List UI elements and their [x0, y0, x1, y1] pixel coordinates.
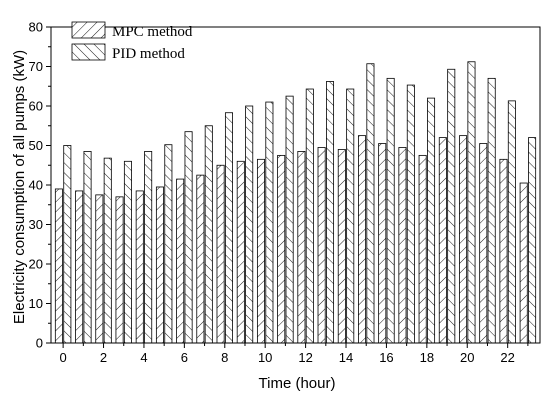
bar-pid-hour-8 [224, 112, 233, 344]
x-axis-label: Time (hour) [259, 375, 336, 392]
x-tick-label: 8 [221, 350, 228, 365]
bar-mpc-hour-9 [236, 160, 245, 344]
bar-pid-hour-20 [467, 61, 476, 344]
bar-mpc-hour-17 [398, 147, 407, 344]
bar-mpc-hour-3 [115, 196, 124, 344]
bar-pid-hour-22 [507, 100, 516, 344]
y-tick-label: 60 [29, 99, 43, 114]
x-tick-label: 16 [379, 350, 393, 365]
y-tick-label: 50 [29, 138, 43, 153]
legend: MPC method PID method [71, 21, 193, 62]
x-tick-label: 22 [500, 350, 514, 365]
bar-pid-hour-5 [164, 144, 173, 344]
legend-swatch-pid [71, 43, 106, 61]
bar-pid-hour-3 [123, 160, 132, 344]
bar-pid-hour-0 [63, 145, 72, 344]
bar-mpc-hour-10 [256, 158, 265, 344]
bar-pid-hour-14 [346, 88, 355, 344]
bar-mpc-hour-11 [277, 154, 286, 344]
bar-pid-hour-23 [528, 137, 537, 344]
x-tick-label: 6 [181, 350, 188, 365]
x-tick-label: 20 [460, 350, 474, 365]
bar-mpc-hour-16 [378, 143, 387, 344]
x-tick-label: 4 [140, 350, 147, 365]
bar-mpc-hour-19 [438, 137, 447, 344]
bar-pid-hour-1 [83, 151, 92, 344]
bar-mpc-hour-18 [418, 154, 427, 344]
y-tick-label: 30 [29, 217, 43, 232]
y-tick-label: 70 [29, 59, 43, 74]
y-tick-label: 80 [29, 20, 43, 35]
legend-label-mpc: MPC method [112, 24, 193, 40]
x-tick-label: 10 [258, 350, 272, 365]
bar-mpc-hour-13 [317, 147, 326, 344]
bar-pid-hour-6 [184, 131, 193, 344]
bar-pid-hour-16 [386, 77, 395, 344]
x-tick-label: 18 [420, 350, 434, 365]
bar-pid-hour-9 [245, 105, 254, 344]
legend-swatch-mpc [71, 21, 106, 39]
legend-label-pid: PID method [112, 46, 185, 62]
y-tick-label: 20 [29, 257, 43, 272]
bar-pid-hour-17 [406, 84, 415, 344]
bar-pid-hour-13 [326, 81, 335, 344]
bar-pid-hour-21 [487, 77, 496, 344]
x-tick-label: 0 [60, 350, 67, 365]
bar-pid-hour-12 [305, 88, 314, 344]
x-tick-label: 14 [339, 350, 353, 365]
bar-mpc-hour-0 [54, 188, 63, 344]
y-tick-label: 10 [29, 296, 43, 311]
bar-mpc-hour-4 [135, 190, 144, 344]
bar-pid-hour-2 [103, 157, 112, 344]
bar-mpc-hour-8 [216, 164, 225, 344]
bar-mpc-hour-2 [95, 194, 104, 344]
y-tick-label: 40 [29, 178, 43, 193]
bar-mpc-hour-20 [459, 135, 468, 344]
x-tick-label: 12 [298, 350, 312, 365]
bar-mpc-hour-1 [75, 190, 84, 344]
bar-mpc-hour-7 [196, 174, 205, 344]
bar-mpc-hour-22 [499, 158, 508, 344]
bar-mpc-hour-12 [297, 151, 306, 344]
bar-mpc-hour-6 [176, 178, 185, 344]
y-axis-label: Electricity consumption of all pumps (kW… [11, 50, 28, 324]
bar-pid-hour-10 [265, 101, 274, 344]
y-axis: 0 10 20 30 40 50 60 70 80 [29, 20, 51, 351]
bar-mpc-hour-21 [479, 143, 488, 344]
bar-pid-hour-7 [204, 125, 213, 344]
y-tick-label: 0 [36, 336, 43, 351]
bar-mpc-hour-15 [358, 135, 367, 344]
bar-pid-hour-11 [285, 95, 294, 344]
bar-series-group [54, 61, 537, 344]
x-tick-label: 2 [100, 350, 107, 365]
bar-pid-hour-15 [366, 63, 375, 344]
bar-pid-hour-19 [447, 68, 456, 344]
x-axis: 0 2 4 6 8 10 12 14 16 18 20 22 [60, 343, 529, 365]
bar-pid-hour-4 [144, 151, 153, 344]
bar-mpc-hour-23 [519, 182, 528, 344]
bar-pid-hour-18 [427, 97, 436, 344]
bar-mpc-hour-5 [155, 186, 164, 344]
bar-mpc-hour-14 [337, 149, 346, 344]
